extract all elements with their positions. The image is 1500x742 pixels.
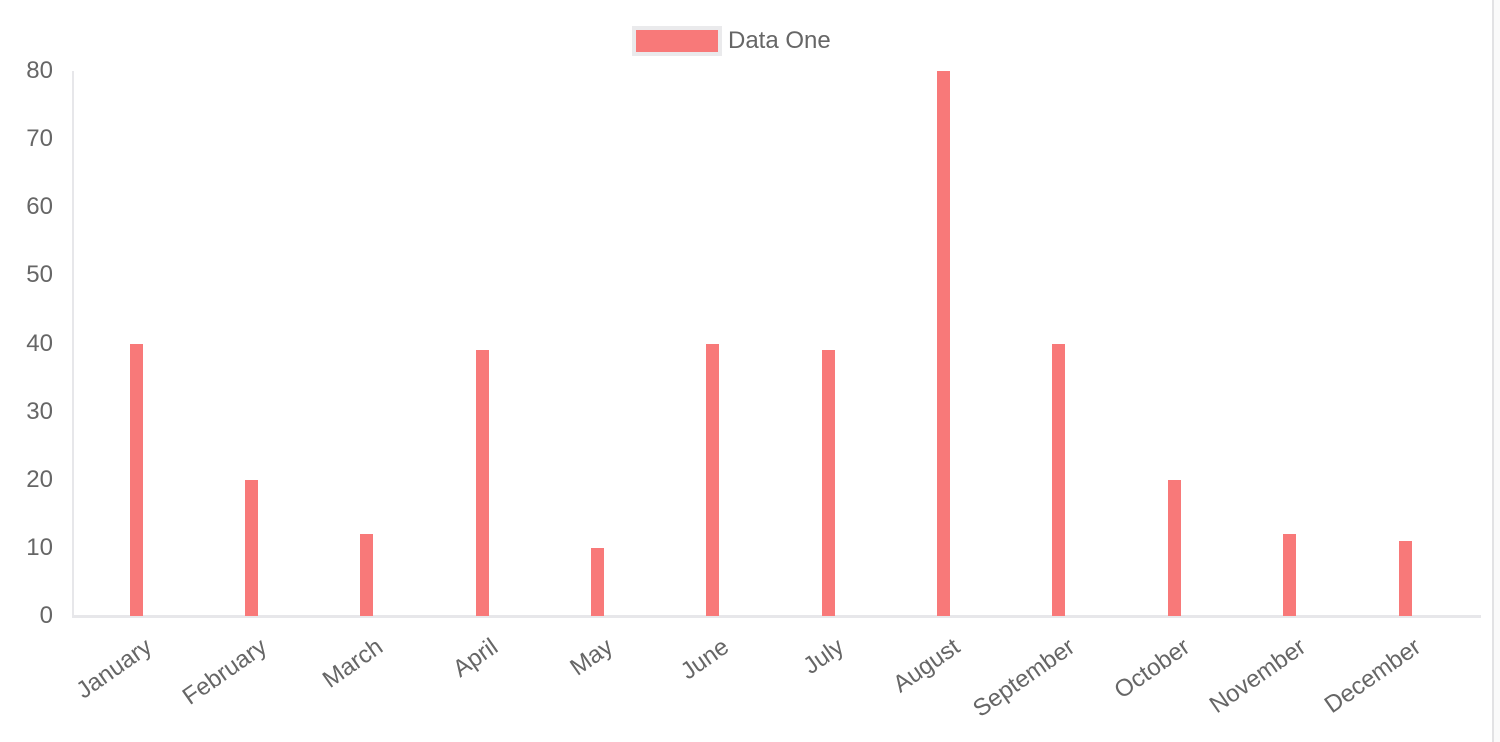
scrollbar[interactable] xyxy=(1492,0,1500,742)
bar-october[interactable] xyxy=(1167,479,1181,616)
y-tick-label: 60 xyxy=(26,193,53,221)
bar-february[interactable] xyxy=(244,479,258,616)
bar-march[interactable] xyxy=(360,534,374,616)
y-tick-label: 10 xyxy=(26,533,53,561)
y-tick-label: 70 xyxy=(26,125,53,153)
bar-april[interactable] xyxy=(475,350,489,616)
x-tick-label-december: December xyxy=(1319,633,1426,719)
y-tick-label: 0 xyxy=(39,602,53,629)
x-axis-line xyxy=(72,615,1481,618)
y-tick-label: 50 xyxy=(26,261,53,289)
bar-september[interactable] xyxy=(1052,343,1066,616)
y-tick-label: 20 xyxy=(26,465,53,493)
bar-august[interactable] xyxy=(937,71,951,616)
bar-july[interactable] xyxy=(821,350,835,616)
legend-label: Data One xyxy=(728,27,831,54)
bar-june[interactable] xyxy=(706,343,720,616)
bar-january[interactable] xyxy=(129,343,143,616)
bar-december[interactable] xyxy=(1398,541,1412,616)
y-tick-label: 40 xyxy=(26,329,53,357)
y-tick-label: 80 xyxy=(26,57,53,84)
bar-may[interactable] xyxy=(590,547,604,616)
bar-november[interactable] xyxy=(1283,534,1297,616)
legend-color-swatch xyxy=(632,26,722,56)
y-tick-label: 30 xyxy=(26,397,53,425)
y-axis-line xyxy=(72,71,74,616)
